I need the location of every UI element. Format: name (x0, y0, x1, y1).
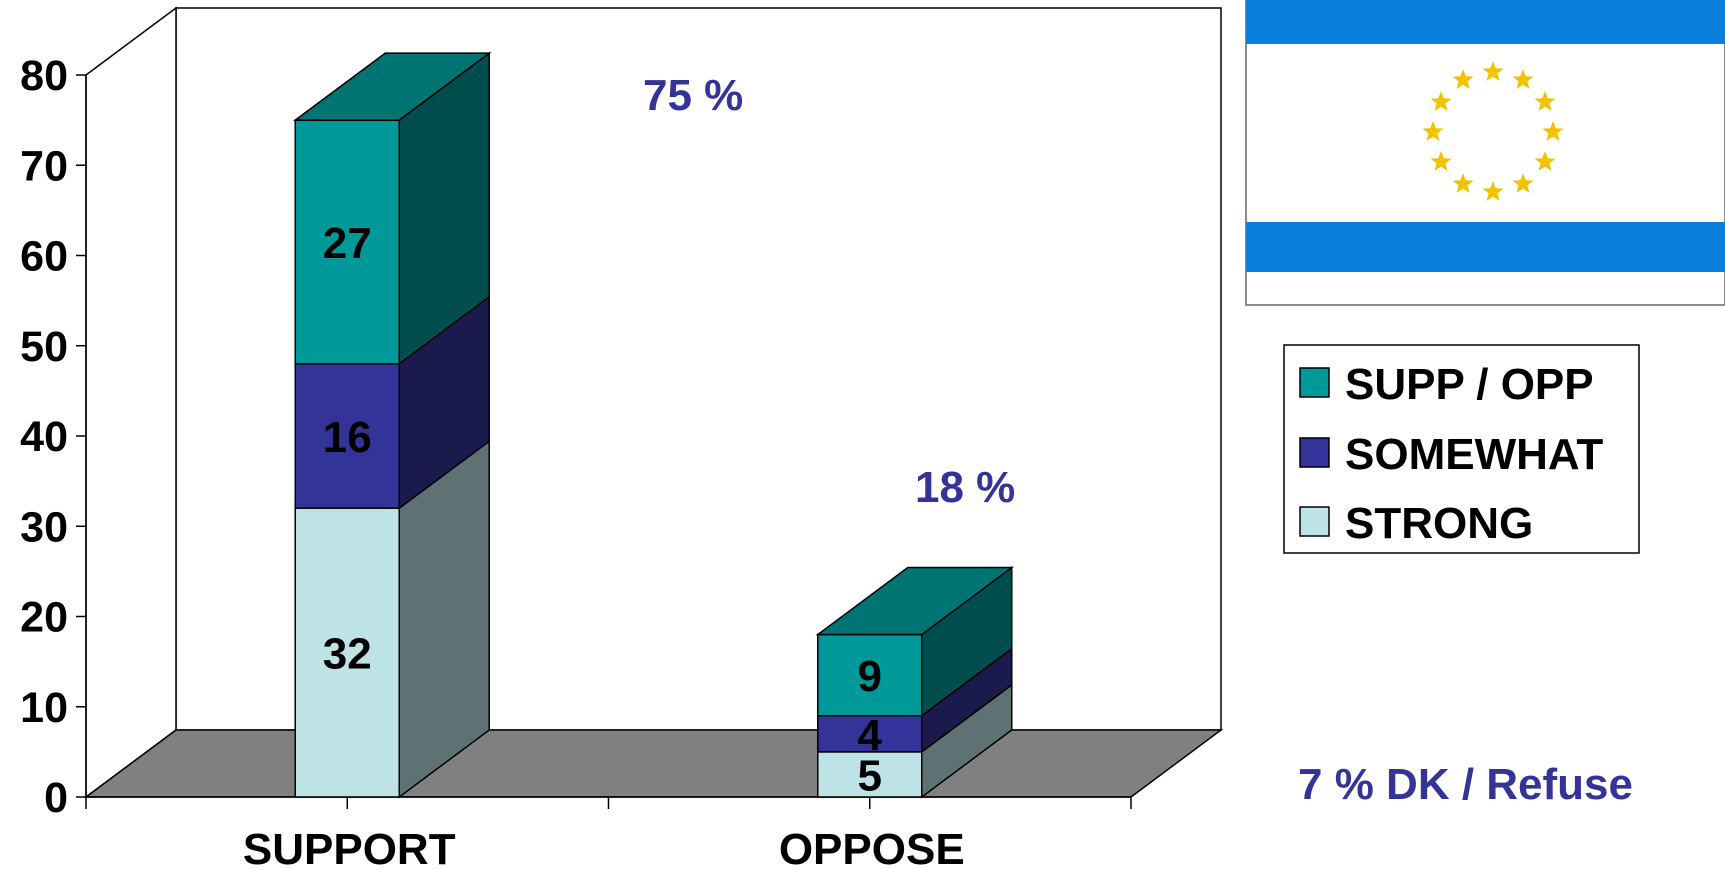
legend-swatch-somewhat (1299, 437, 1330, 468)
data-label-support-somewhat: 16 (323, 413, 372, 462)
star-icon (1422, 121, 1444, 141)
x-category-label-oppose: OPPOSE (779, 825, 965, 869)
y-tick-label-20: 20 (20, 594, 68, 642)
legend-label-strong: STRONG (1345, 499, 1533, 548)
bar-segment-support-strong (294, 507, 400, 798)
y-axis: 0 10 20 30 40 50 60 70 80 SUPPORT OPPOSE (20, 52, 1132, 869)
x-category-label-support: SUPPORT (243, 825, 456, 869)
star-icon (1430, 151, 1452, 171)
legend-item-supp-opp: SUPP / OPP (1299, 360, 1594, 409)
star-icon (1482, 61, 1504, 81)
chart-back-wall (83, 6, 1224, 799)
flag-top-stripe (1246, 0, 1725, 44)
star-icon (1534, 151, 1556, 171)
star-icon (1430, 91, 1452, 111)
y-tick-label-0: 0 (44, 774, 68, 822)
bar-segment-support-supp-opp (294, 119, 400, 365)
side-wall (85, 6, 177, 799)
y-tick-label-40: 40 (20, 413, 68, 461)
data-label-support-strong: 32 (323, 630, 372, 679)
data-label-oppose-somewhat: 4 (858, 711, 883, 760)
flag-bottom-stripe (1246, 222, 1725, 272)
floor (83, 729, 1224, 798)
legend: SUPP / OPP SOMEWHAT STRONG (1283, 344, 1640, 554)
legend-label-supp-opp: SUPP / OPP (1345, 360, 1594, 409)
bar-support: 32 16 27 (292, 51, 492, 799)
data-label-oppose-supp-opp: 9 (858, 652, 882, 701)
flag-image (1245, 0, 1725, 306)
total-label-support: 75 % (643, 71, 743, 120)
bars-group: 32 16 27 54 9 (292, 51, 1015, 800)
star-icon (1534, 91, 1556, 111)
bar-top-oppose (815, 566, 1015, 636)
y-tick-label-60: 60 (20, 233, 68, 281)
legend-item-somewhat: SOMEWHAT (1299, 430, 1603, 479)
annotations: 75 % 18 % 7 % DK / Refuse (643, 71, 1633, 809)
bar-top-support (292, 52, 492, 121)
legend-item-strong: STRONG (1299, 499, 1533, 548)
y-tick-label-10: 10 (20, 684, 68, 732)
y-tick-label-30: 30 (20, 503, 68, 551)
star-icon (1482, 181, 1504, 201)
bar-oppose: 54 9 (815, 566, 1015, 800)
star-icon (1452, 173, 1474, 193)
flag-stars (1422, 61, 1564, 201)
legend-label-somewhat: SOMEWHAT (1345, 430, 1603, 479)
bar-segment-oppose-strong (817, 751, 923, 798)
y-tick-label-50: 50 (20, 323, 68, 371)
star-icon (1542, 121, 1564, 141)
data-label-oppose-strong: 5 (858, 751, 882, 800)
total-label-oppose: 18 % (915, 463, 1015, 512)
legend-swatch-strong (1299, 506, 1330, 537)
star-icon (1512, 69, 1534, 89)
y-tick-label-70: 70 (20, 142, 68, 190)
y-tick-label-80: 80 (20, 52, 68, 100)
legend-swatch-supp-opp (1299, 367, 1330, 398)
star-icon (1512, 173, 1534, 193)
dk-refuse-note: 7 % DK / Refuse (1298, 760, 1633, 809)
data-label-support-supp-opp: 27 (323, 219, 372, 268)
star-icon (1452, 69, 1474, 89)
